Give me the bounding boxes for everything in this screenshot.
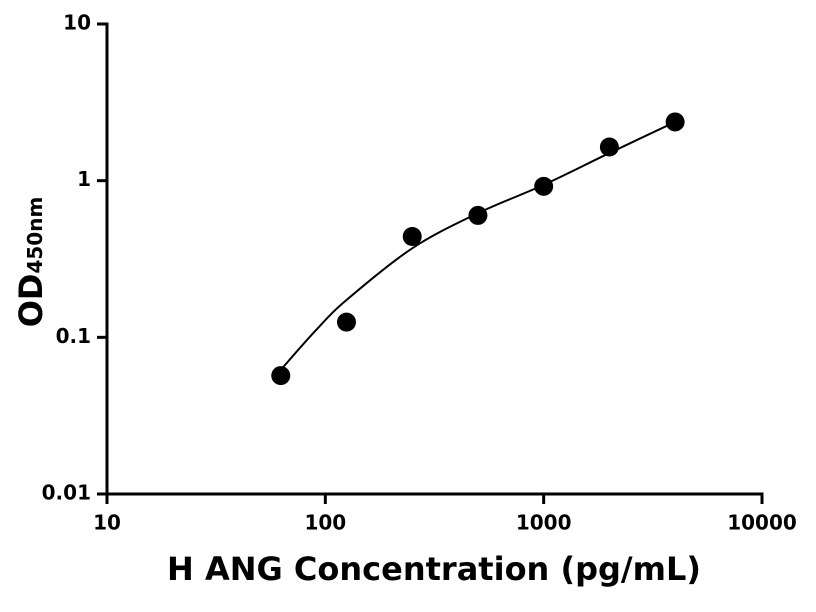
- x-tick-label: 1000: [516, 511, 572, 535]
- y-axis-label-main: OD: [12, 274, 50, 328]
- fit-curve: [280, 121, 676, 371]
- y-tick-label: 0.1: [56, 324, 91, 348]
- x-axis-label: H ANG Concentration (pg/mL): [167, 550, 701, 588]
- y-axis-label: OD450nm: [12, 197, 50, 328]
- data-point: [534, 176, 554, 196]
- data-point: [599, 137, 619, 157]
- x-tick-label: 10: [93, 511, 121, 535]
- y-tick-label: 10: [63, 11, 91, 35]
- data-point: [402, 227, 422, 247]
- x-tick-label: 100: [304, 511, 346, 535]
- data-point: [336, 312, 356, 332]
- data-point: [468, 205, 488, 225]
- y-tick-label: 0.01: [42, 481, 91, 505]
- data-point: [271, 366, 291, 386]
- data-point: [665, 112, 685, 132]
- y-axis-label-sub: 450nm: [23, 197, 47, 274]
- x-tick-label: 10000: [727, 511, 797, 535]
- y-tick-label: 1: [77, 167, 91, 191]
